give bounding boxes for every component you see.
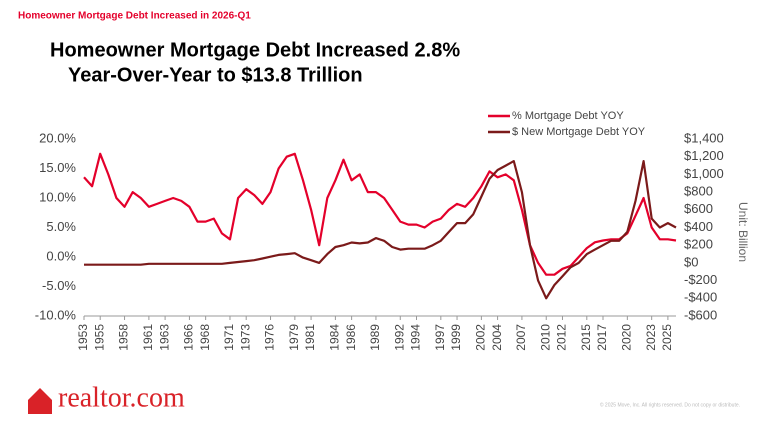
x-tick-label: 1999	[449, 324, 463, 351]
y2-tick-label: -$200	[684, 272, 717, 287]
y-tick-label: 0.0%	[46, 248, 76, 263]
x-tick-label: 1984	[328, 324, 342, 351]
x-tick-label: 2025	[660, 324, 674, 351]
logo-icon	[28, 388, 52, 414]
y2-tick-label: $800	[684, 184, 713, 199]
x-tick-label: 1963	[157, 324, 171, 351]
x-tick-label: 2007	[514, 324, 528, 351]
x-tick-label: 1966	[182, 324, 196, 351]
y2-tick-label: $400	[684, 219, 713, 234]
x-tick-label: 1979	[287, 324, 301, 351]
line-series	[83, 152, 677, 276]
y2-tick-label: $200	[684, 237, 713, 252]
x-tick-label: 1955	[92, 324, 106, 351]
x-tick-label: 2004	[490, 324, 504, 351]
y-tick-label: -5.0%	[42, 278, 76, 293]
y-tick-label: 20.0%	[39, 130, 76, 145]
x-tick-label: 2002	[474, 324, 488, 351]
x-tick-label: 1976	[263, 324, 277, 351]
chart-title: Year-Over-Year to $13.8 Trillion	[68, 64, 363, 86]
x-tick-label: 2017	[595, 324, 609, 351]
x-tick-label: 1973	[238, 324, 252, 351]
y2-tick-label: -$600	[684, 307, 717, 322]
y2-tick-label: $0	[684, 254, 698, 269]
y2-tick-label: $1,000	[684, 166, 724, 181]
y2-tick-label: $1,400	[684, 130, 724, 145]
x-tick-label: 1992	[392, 324, 406, 351]
x-tick-label: 1968	[198, 324, 212, 351]
x-tick-label: 2012	[555, 324, 569, 351]
x-tick-label: 1971	[222, 324, 236, 351]
x-tick-label: 1981	[303, 324, 317, 351]
x-tick-label: 1997	[433, 324, 447, 351]
header: Homeowner Mortgage Debt Increased in 202…	[18, 11, 251, 22]
y-tick-label: 15.0%	[39, 160, 76, 175]
x-tick-label: 2020	[620, 324, 634, 351]
x-tick-label: 2023	[644, 324, 658, 351]
x-tick-label: 1961	[141, 324, 155, 351]
chart-title: Homeowner Mortgage Debt Increased 2.8%	[50, 39, 460, 61]
y-tick-label: -10.0%	[35, 307, 77, 322]
footnote: © 2025 Move, Inc. All rights reserved. D…	[600, 401, 740, 408]
x-tick-label: 2010	[538, 324, 552, 351]
x-tick-label: 2015	[579, 324, 593, 351]
y2-axis-label: Unit: Billion	[736, 202, 750, 262]
x-tick-label: 1953	[76, 324, 90, 351]
x-tick-label: 1994	[409, 324, 423, 351]
x-tick-label: 1986	[344, 324, 358, 351]
line-series	[84, 160, 677, 300]
y-tick-label: 10.0%	[39, 189, 76, 204]
y2-tick-label: -$400	[684, 290, 717, 305]
y2-tick-label: $1,200	[684, 148, 724, 163]
legend-label: $ New Mortgage Debt YOY	[512, 126, 646, 138]
y2-tick-label: $600	[684, 201, 713, 216]
x-tick-label: 1989	[368, 324, 382, 351]
logo: realtor.com	[58, 382, 185, 413]
x-tick-label: 1958	[117, 324, 131, 351]
y-tick-label: 5.0%	[46, 219, 76, 234]
legend-label: % Mortgage Debt YOY	[512, 110, 624, 122]
